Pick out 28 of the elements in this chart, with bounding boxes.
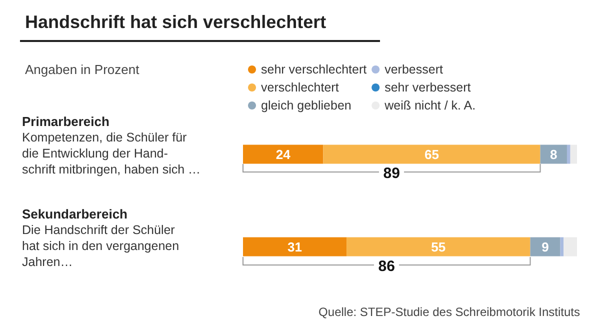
source-note: Quelle: STEP-Studie des Schreibmotorik Instituts: [318, 305, 580, 319]
legend-label: sehr verschlechtert: [261, 62, 368, 76]
bar: [243, 237, 347, 256]
annotation: 89: [379, 165, 404, 182]
data-label: 9: [542, 239, 549, 254]
legend-label: weiß nicht / k. A.: [384, 98, 476, 112]
text: Angaben in Prozent: [25, 62, 140, 77]
y-tick-label: Sekundarbereich Die Handschrift der Schüler hat sich in den vergangenen Jahren…: [22, 206, 180, 269]
data-label: 8: [550, 146, 558, 162]
bar: [323, 144, 540, 164]
data-label: 55: [431, 239, 446, 254]
bar: [530, 237, 560, 256]
data-label: 31: [288, 239, 302, 254]
bar: [346, 237, 530, 256]
legend-label: sehr verbessert: [384, 80, 472, 94]
legend-label: verbessert: [384, 62, 444, 76]
bar: [560, 237, 564, 256]
annotation: 86: [374, 258, 399, 275]
data-label: 24: [276, 146, 292, 162]
bar: [566, 144, 570, 164]
y-tick-label: Primarbereich Kompetenzen, die Schüler für die Entwicklung der Hand- schrift mitbringen, haben sich …: [22, 114, 201, 176]
legend-label: verschlechtert: [261, 80, 340, 94]
bar: [243, 144, 324, 164]
data-label: 65: [424, 146, 439, 162]
legend-label: gleich geblieben: [261, 98, 352, 112]
bar: [564, 237, 577, 256]
chart-title: Handschrift hat sich verschlechtert: [25, 12, 326, 32]
bar: [570, 144, 577, 164]
